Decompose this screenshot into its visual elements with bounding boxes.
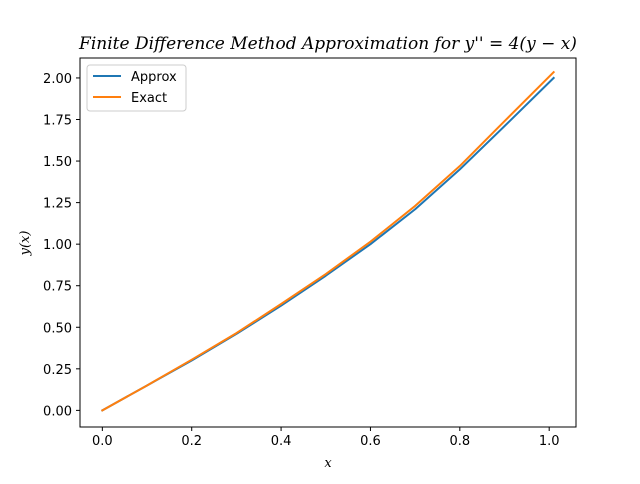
y-tick-label: 1.50 xyxy=(43,155,72,170)
legend-label-approx: Approx xyxy=(131,70,177,85)
y-tick-label: 2.00 xyxy=(43,72,72,87)
y-tick-label: 1.00 xyxy=(43,238,72,253)
plot-area: 0.0 0.2 0.4 0.6 0.8 1.0 0.00 0.25 0.50 0.75 1.00 1.… xyxy=(43,57,577,449)
series-line-exact xyxy=(100,70,556,412)
legend: Approx Exact xyxy=(86,64,187,112)
y-tick-label: 1.25 xyxy=(43,197,72,212)
x-tick-label: 1.0 xyxy=(539,434,560,449)
x-tick-label: 0.4 xyxy=(271,434,292,449)
y-axis-label: y(x) xyxy=(18,231,33,257)
y-tick-label: 1.75 xyxy=(43,114,72,129)
y-tick-label: 0.75 xyxy=(43,280,72,295)
x-tick-label: 0.6 xyxy=(360,434,381,449)
x-tick-label: 0.2 xyxy=(181,434,202,449)
y-tick-label: 0.50 xyxy=(43,321,72,336)
y-tick-label: 0.25 xyxy=(43,363,72,378)
chart-title: Finite Difference Method Approximation f… xyxy=(78,34,577,54)
x-tick-label: 0.8 xyxy=(449,434,470,449)
legend-label-exact: Exact xyxy=(131,91,167,106)
axes-frame xyxy=(79,57,577,428)
x-tick-label: 0.0 xyxy=(92,434,113,449)
y-tick-label: 0.00 xyxy=(43,404,72,419)
x-axis-label: x xyxy=(324,456,332,471)
